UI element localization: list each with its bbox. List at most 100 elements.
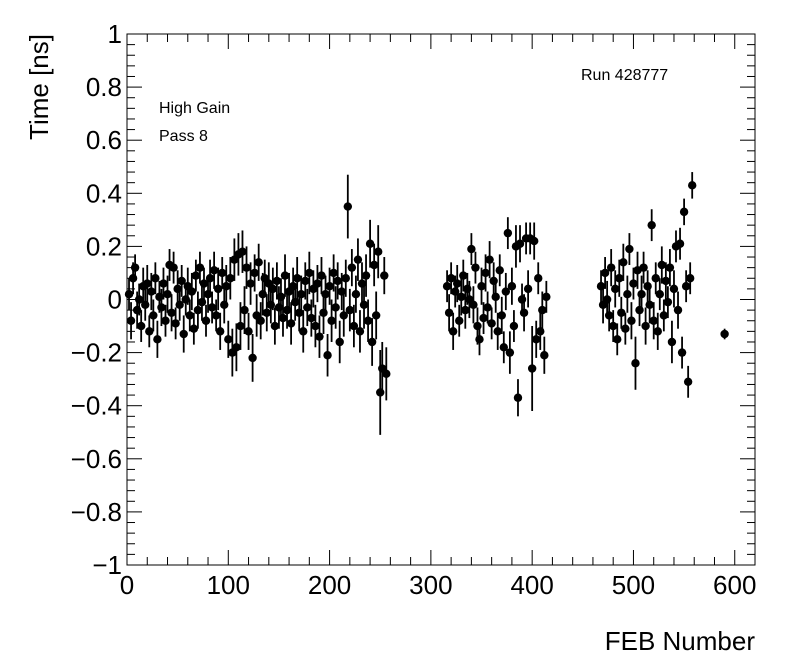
data-point [303,303,312,312]
data-point [507,282,517,291]
data-point [669,284,679,294]
data-point [157,303,166,312]
data-point [637,289,646,299]
data-point [262,308,271,317]
data-point [517,295,527,304]
data-point [248,353,257,363]
data-point [169,263,178,272]
data-point [505,348,515,357]
data-point [688,181,697,190]
data-point [667,337,677,347]
data-point [211,311,221,320]
data-point [141,300,150,310]
data-point [175,300,184,310]
data-point [534,274,543,283]
data-point [128,274,138,283]
data-point [286,319,296,328]
data-point [627,316,636,325]
y-tick-label: −1 [92,550,122,580]
data-point [532,335,541,344]
data-point [635,305,644,315]
data-point [159,279,168,288]
y-tick-label: 0 [108,285,122,315]
data-point [641,321,650,331]
data-point [179,329,188,339]
data-point [335,337,344,347]
data-point [345,305,355,315]
data-point [463,284,472,294]
data-point [444,308,454,317]
data-point [351,289,361,299]
data-point [681,282,691,291]
x-tick-label: 100 [207,570,250,600]
data-point [325,282,334,291]
data-point [376,388,385,397]
data-point [203,289,213,299]
data-point [361,271,371,280]
data-point [282,305,292,315]
data-point [151,274,160,283]
data-point [527,364,537,373]
data-point [455,316,464,325]
data-point [538,305,547,315]
data-point [187,287,197,296]
data-point [621,324,630,333]
data-point [195,263,205,272]
data-point [258,289,267,299]
data-point [299,327,308,336]
data-point [461,305,470,315]
annotation-gain: High Gain [159,100,230,117]
data-point [659,311,669,320]
data-point [469,300,478,310]
data-point [317,271,326,280]
x-tick-label: 600 [713,570,756,600]
data-point [254,258,263,267]
data-point [448,327,458,336]
data-point [459,271,468,280]
data-point [617,308,626,317]
data-point [337,287,346,296]
data-point [240,305,249,315]
data-point [596,282,606,291]
y-tick-label: 0.2 [86,231,122,261]
data-point [625,244,634,254]
plot-frame [126,33,756,566]
data-point [220,300,229,310]
data-point [651,274,660,283]
data-point [481,268,490,278]
data-point [485,255,494,264]
data-point [307,313,316,323]
data-point [205,274,215,283]
data-point [653,327,662,336]
data-point [191,271,201,280]
data-point [382,369,391,379]
data-point [529,236,539,246]
data-point [153,335,162,344]
data-point [177,276,186,286]
data-point [276,292,286,302]
y-tick-label: −0.6 [71,444,122,474]
data-point [600,268,610,278]
data-point [213,284,223,294]
y-tick-label: 0.8 [86,72,122,102]
data-point [246,279,255,288]
data-point [349,321,359,331]
data-point [647,220,656,230]
data-point [147,287,156,296]
data-point [301,276,310,286]
x-tick-label: 400 [510,570,553,600]
data-point [623,289,632,299]
data-point [290,297,300,307]
data-point [132,305,142,315]
data-point [313,279,322,288]
data-point [171,319,180,328]
data-marks [124,172,729,435]
data-point [226,274,235,283]
data-point [218,268,227,278]
data-point [657,260,667,270]
data-point [446,274,456,283]
data-point [540,351,549,360]
data-point [611,284,620,294]
data-point [136,321,146,331]
data-point [272,276,282,286]
